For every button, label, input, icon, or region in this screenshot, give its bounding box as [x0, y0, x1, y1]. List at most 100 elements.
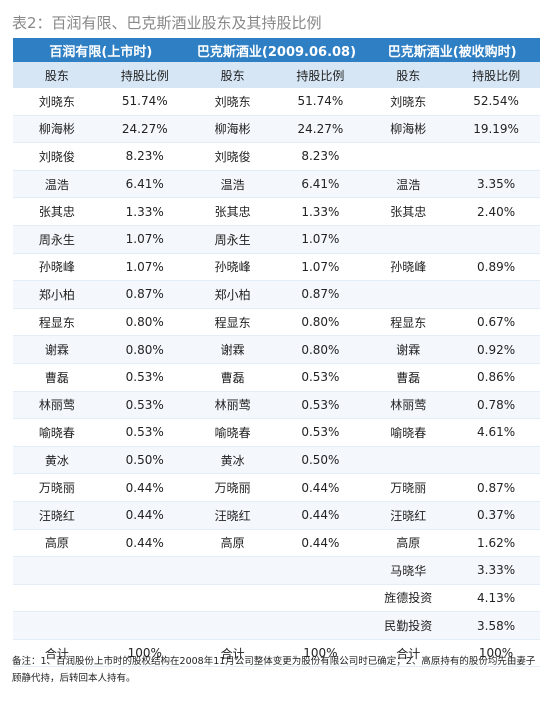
share-cell: 0.44% [276, 473, 365, 502]
holder-cell: 合计 [13, 639, 101, 668]
share-cell [452, 142, 540, 171]
holder-cell: 谢霖 [364, 335, 453, 364]
holder-cell: 张其忠 [188, 197, 277, 226]
holder-cell: 汪晓红 [13, 501, 101, 530]
share-cell: 0.87% [452, 473, 540, 502]
column-header: 持股比例 [276, 62, 365, 88]
table-row: 曹磊 0.53% 曹磊 0.53% 曹磊 0.86% [13, 363, 540, 392]
column-header: 股东 [364, 62, 453, 88]
group-header: 巴克斯酒业(被收购时) [364, 38, 540, 62]
column-header: 持股比例 [100, 62, 189, 88]
table-row: 张其忠 1.33% 张其忠 1.33% 张其忠 2.40% [13, 197, 540, 226]
share-cell [276, 584, 365, 613]
table-row: 高原 0.44% 高原 0.44% 高原 1.62% [13, 529, 540, 558]
share-cell: 1.07% [276, 225, 365, 254]
share-cell [276, 556, 365, 585]
share-cell: 0.50% [276, 446, 365, 475]
holder-cell: 谢霖 [13, 335, 101, 364]
share-cell: 0.80% [100, 308, 189, 337]
share-cell: 0.78% [452, 391, 540, 420]
share-cell: 0.53% [276, 363, 365, 392]
table-row: 周永生 1.07% 周永生 1.07% [13, 225, 540, 254]
share-cell: 0.44% [100, 501, 189, 530]
holder-cell: 柳海彬 [13, 115, 101, 144]
share-cell: 0.89% [452, 253, 540, 282]
share-cell: 19.19% [452, 115, 540, 144]
share-cell: 0.44% [100, 473, 189, 502]
table-row: 程显东 0.80% 程显东 0.80% 程显东 0.67% [13, 308, 540, 337]
share-cell: 1.62% [452, 529, 540, 558]
holder-cell [364, 225, 453, 254]
table-row: 旌德投资 4.13% [13, 584, 540, 613]
holder-cell [13, 611, 101, 640]
share-cell: 2.40% [452, 197, 540, 226]
holder-cell: 刘晓俊 [188, 142, 277, 171]
share-cell: 0.87% [276, 280, 365, 309]
share-cell: 52.54% [452, 88, 540, 116]
table-row: 刘晓俊 8.23% 刘晓俊 8.23% [13, 142, 540, 171]
share-cell: 0.80% [100, 335, 189, 364]
share-cell: 0.53% [276, 418, 365, 447]
holder-cell [188, 556, 277, 585]
share-cell [100, 584, 189, 613]
holder-cell [13, 556, 101, 585]
share-cell: 3.35% [452, 170, 540, 199]
share-cell [452, 225, 540, 254]
table-row: 汪晓红 0.44% 汪晓红 0.44% 汪晓红 0.37% [13, 501, 540, 530]
holder-cell: 林丽莺 [188, 391, 277, 420]
table-body: 百润有限(上市时) 巴克斯酒业(2009.06.08) 巴克斯酒业(被收购时) 股东持… [13, 38, 540, 668]
table-title: 表2：百润有限、巴克斯酒业股东及其持股比例 [12, 14, 322, 32]
holder-cell: 谢霖 [188, 335, 277, 364]
group-header-row: 百润有限(上市时) 巴克斯酒业(2009.06.08) 巴克斯酒业(被收购时) [13, 38, 540, 62]
share-cell: 0.37% [452, 501, 540, 530]
holder-cell: 程显东 [188, 308, 277, 337]
group-header: 巴克斯酒业(2009.06.08) [188, 38, 365, 62]
column-header: 持股比例 [452, 62, 540, 88]
holder-cell: 喻晓春 [188, 418, 277, 447]
table: 百润有限(上市时) 巴克斯酒业(2009.06.08) 巴克斯酒业(被收购时) 股东持… [13, 38, 540, 668]
share-cell: 24.27% [276, 115, 365, 144]
holder-cell: 周永生 [188, 225, 277, 254]
share-cell: 4.61% [452, 418, 540, 447]
share-cell: 1.07% [276, 253, 365, 282]
table-row: 郑小柏 0.87% 郑小柏 0.87% [13, 280, 540, 309]
holder-cell: 汪晓红 [364, 501, 453, 530]
holder-cell: 黄冰 [188, 446, 277, 475]
table-row: 民勤投资 3.58% [13, 611, 540, 640]
holder-cell: 程显东 [364, 308, 453, 337]
holder-cell [364, 446, 453, 475]
share-cell: 0.53% [100, 418, 189, 447]
holder-cell: 曹磊 [364, 363, 453, 392]
share-cell: 0.53% [100, 391, 189, 420]
share-cell [452, 280, 540, 309]
share-cell: 0.80% [276, 308, 365, 337]
holder-cell: 林丽莺 [13, 391, 101, 420]
table-row: 温浩 6.41% 温浩 6.41% 温浩 3.35% [13, 170, 540, 199]
share-cell: 0.67% [452, 308, 540, 337]
holder-cell: 林丽莺 [364, 391, 453, 420]
holder-cell: 高原 [13, 529, 101, 558]
table-row: 刘晓东 51.74% 刘晓东 51.74% 刘晓东 52.54% [13, 88, 540, 116]
share-cell [276, 611, 365, 640]
column-header: 股东 [188, 62, 277, 88]
holder-cell: 高原 [188, 529, 277, 558]
share-cell: 1.33% [276, 197, 365, 226]
holder-cell: 孙晓峰 [364, 253, 453, 282]
share-cell [452, 446, 540, 475]
holder-cell: 孙晓峰 [188, 253, 277, 282]
share-cell [100, 611, 189, 640]
holder-cell: 郑小柏 [13, 280, 101, 309]
table-row: 林丽莺 0.53% 林丽莺 0.53% 林丽莺 0.78% [13, 391, 540, 420]
table-row: 马晓华 3.33% [13, 556, 540, 585]
holder-cell: 柳海彬 [188, 115, 277, 144]
table-row: 柳海彬 24.27% 柳海彬 24.27% 柳海彬 19.19% [13, 115, 540, 144]
holder-cell: 柳海彬 [364, 115, 453, 144]
share-cell: 8.23% [276, 142, 365, 171]
holder-cell [364, 142, 453, 171]
holder-cell: 旌德投资 [364, 584, 453, 613]
holder-cell: 孙晓峰 [13, 253, 101, 282]
holder-cell: 程显东 [13, 308, 101, 337]
share-cell: 51.74% [100, 88, 189, 116]
share-cell: 0.50% [100, 446, 189, 475]
holder-cell: 民勤投资 [364, 611, 453, 640]
